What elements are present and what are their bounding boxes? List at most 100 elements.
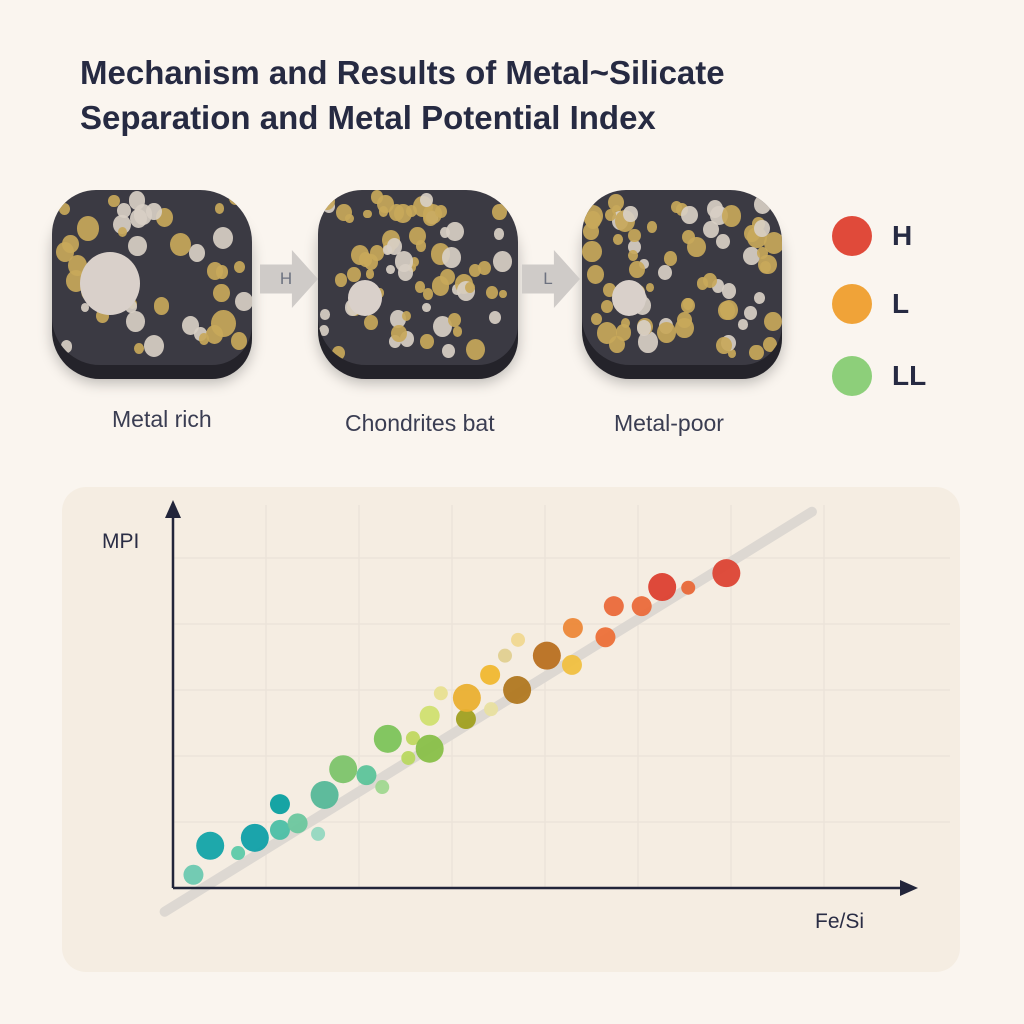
data-point (480, 664, 501, 685)
chondrule (446, 222, 464, 242)
chondrule (675, 317, 694, 338)
chondrule (414, 281, 426, 294)
data-point (329, 755, 358, 784)
chondrule (207, 262, 223, 280)
chondrule (319, 192, 336, 211)
chondrule (61, 234, 79, 254)
chondrule (422, 209, 438, 226)
data-point (231, 846, 246, 861)
metal-rich-chondrite-image (52, 190, 252, 365)
legend-item-ll: LL (832, 356, 926, 396)
chondrule (582, 222, 599, 241)
data-point (196, 831, 225, 860)
chondrule (582, 205, 603, 228)
chondrule (391, 324, 407, 342)
data-point (375, 780, 390, 795)
caption-metal-poor: Metal-poor (614, 410, 724, 436)
data-point (712, 559, 741, 588)
chondrule (359, 252, 373, 267)
chondrule (749, 344, 764, 361)
chondrule (646, 221, 658, 234)
chondrule (492, 204, 507, 221)
large-chondrule (348, 280, 382, 316)
chondrule (188, 244, 205, 262)
chondrule (439, 227, 450, 239)
legend-item-h: H (832, 216, 912, 256)
chondrule (420, 334, 434, 349)
caption-chondrites: Chondrites bat (345, 410, 495, 436)
chondrule (628, 228, 641, 243)
chondrule (615, 324, 631, 341)
chondrule (465, 338, 486, 361)
chondrule (409, 226, 426, 246)
chondrule (627, 249, 639, 262)
legend-swatch-h (832, 216, 872, 256)
chondrule (409, 257, 420, 268)
chondrule (582, 240, 602, 262)
data-point (562, 617, 583, 638)
chondrule (727, 348, 737, 358)
chondrule (440, 268, 456, 286)
chondrule (657, 265, 672, 281)
chondrule (369, 245, 385, 262)
page-title: Mechanism and Results of Metal~Silicate … (80, 54, 725, 136)
data-point (269, 794, 290, 815)
chondrule (235, 291, 252, 312)
chondrule (432, 316, 452, 338)
chondrule (743, 306, 757, 321)
chondrule (682, 229, 696, 245)
chondrule (493, 228, 505, 241)
data-point (405, 731, 420, 746)
chondrule (722, 283, 737, 299)
chondrule (485, 285, 498, 299)
chondrule (128, 235, 147, 256)
legend-swatch-ll (832, 356, 872, 396)
chondrule (320, 309, 330, 320)
chondrule (663, 250, 678, 266)
chondrule (623, 206, 638, 222)
data-point (419, 705, 440, 726)
chondrule (422, 302, 431, 313)
data-point (484, 702, 499, 717)
data-point (415, 734, 444, 763)
chondrule (80, 303, 89, 313)
chondrule (721, 205, 742, 227)
chondrule (754, 291, 766, 305)
chondrule (394, 251, 414, 272)
chondrule (144, 335, 165, 357)
chondrule (469, 263, 481, 277)
chondrule (636, 319, 652, 336)
legend-item-l: L (832, 284, 909, 324)
data-point (310, 780, 339, 809)
large-chondrule (80, 252, 140, 315)
data-point (269, 819, 290, 840)
chondrule (334, 273, 348, 287)
data-point (532, 641, 561, 670)
chondrule (764, 311, 782, 332)
chondrule (153, 297, 170, 315)
data-point (503, 676, 532, 704)
data-point (511, 632, 526, 647)
chondrule (639, 258, 649, 270)
chondrule (405, 204, 417, 217)
chondrule (365, 269, 375, 279)
data-point (631, 596, 652, 617)
chondrule (363, 209, 372, 219)
chondrule (129, 209, 148, 229)
chondrule (738, 319, 748, 330)
chondrule (465, 281, 476, 293)
chondrule (318, 324, 329, 336)
chondrule (715, 336, 732, 355)
data-point (183, 864, 204, 885)
chondrule (703, 221, 719, 239)
chondrule (604, 208, 617, 222)
chondrule (386, 237, 403, 255)
chondrule (182, 315, 199, 335)
data-point (603, 596, 624, 617)
chondrule (703, 272, 718, 288)
chondrule (753, 219, 771, 238)
chondrule (401, 311, 412, 322)
chondrule (205, 324, 224, 345)
chondrule (629, 261, 645, 279)
chondrule (77, 216, 100, 241)
